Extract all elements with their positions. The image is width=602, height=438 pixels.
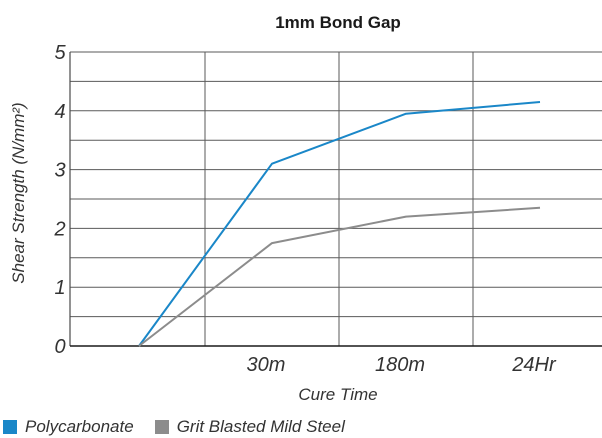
legend-item-polycarbonate: Polycarbonate — [0, 417, 134, 437]
series-lines — [138, 101, 541, 347]
y-tick-label: 1 — [54, 277, 65, 299]
y-axis-label: Shear Strength (N/mm²) — [9, 102, 28, 283]
y-tick-label: 3 — [54, 160, 65, 182]
series-line-grit-blasted-mild-steel — [138, 206, 541, 347]
y-tick-labels: 0 1 2 3 4 5 — [53, 42, 66, 358]
chart-title: 1mm Bond Gap — [275, 13, 401, 32]
line-chart: 1mm Bond Gap 0 1 2 3 4 5 30m 180m 24Hr Cure Tim… — [9, 13, 602, 404]
legend-label-grit-blasted-mild-steel: Grit Blasted Mild Steel — [176, 417, 345, 436]
y-tick-label: 0 — [54, 336, 65, 358]
legend: Polycarbonate Grit Blasted Mild Steel — [0, 416, 363, 438]
x-tick-label: 24Hr — [511, 354, 557, 376]
x-tick-label: 30m — [247, 354, 286, 376]
x-tick-labels: 30m 180m 24Hr — [247, 354, 557, 376]
legend-item-grit-blasted-mild-steel: Grit Blasted Mild Steel — [152, 417, 345, 437]
grid — [70, 51, 602, 346]
x-axis-label: Cure Time — [298, 385, 377, 404]
y-tick-label: 5 — [54, 42, 66, 64]
series-line-polycarbonate — [138, 101, 541, 347]
axes — [69, 52, 602, 347]
legend-swatch-polycarbonate — [3, 420, 17, 434]
legend-swatch-grit-blasted-mild-steel — [154, 420, 169, 434]
legend-label-polycarbonate: Polycarbonate — [25, 417, 134, 436]
y-tick-label: 2 — [53, 218, 65, 240]
y-tick-label: 4 — [54, 101, 65, 123]
x-tick-label: 180m — [375, 354, 425, 376]
